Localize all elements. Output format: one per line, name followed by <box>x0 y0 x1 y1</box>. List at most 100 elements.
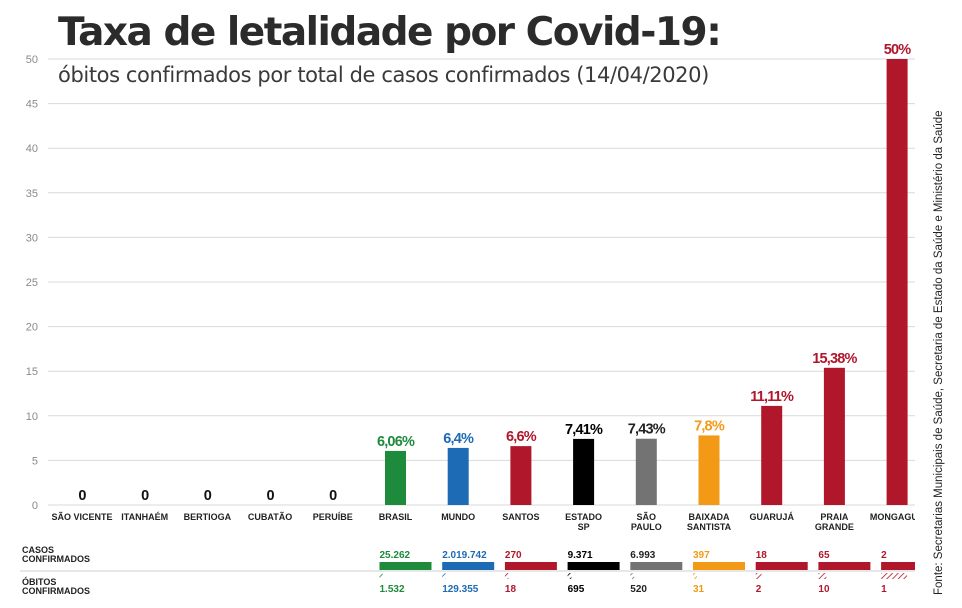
obitos-hatch <box>818 573 827 579</box>
value-label: 0 <box>78 488 86 504</box>
cases-table: CASOSCONFIRMADOSÓBITOSCONFIRMADOS25.2621… <box>20 545 915 596</box>
casos-box <box>881 562 915 570</box>
x-tick-label: SÃO VICENTE <box>51 512 112 522</box>
obitos-hatch <box>881 573 908 579</box>
casos-value: 65 <box>818 550 830 561</box>
bar <box>635 438 657 505</box>
value-labels: 0 0 0 0 0 6,06% 6,4% 6,6% 7,41% 7,43% 7,8% 11,11% 15… <box>78 42 912 504</box>
casos-box <box>630 562 683 570</box>
obitos-value: 18 <box>505 584 517 595</box>
value-label: 7,41% <box>565 422 603 438</box>
x-tick-label: MONGAGUÁ <box>870 512 915 522</box>
x-tick-label: SANTISTA <box>687 522 732 532</box>
casos-box <box>504 562 557 570</box>
obitos-value: 1 <box>881 584 887 595</box>
value-label: 7,43% <box>628 422 666 438</box>
x-tick-label: PAULO <box>631 522 662 532</box>
obitos-hatch <box>379 573 383 579</box>
obitos-hatch <box>442 573 446 579</box>
y-tick-label: 20 <box>26 322 38 334</box>
value-label: 0 <box>329 488 337 504</box>
casos-box <box>693 562 745 570</box>
obitos-value: 1.532 <box>380 584 405 595</box>
grid-lines <box>48 58 915 506</box>
obitos-hatch <box>567 573 572 579</box>
y-tick-label: 50 <box>26 54 38 66</box>
x-tick-label: GRANDE <box>815 522 854 532</box>
x-tick-label: SP <box>578 522 590 532</box>
x-tick-label: PERUÍBE <box>313 512 353 522</box>
x-tick-label: GUARUJÁ <box>749 512 794 522</box>
casos-value: 2 <box>881 550 887 561</box>
value-label: 0 <box>141 488 149 504</box>
x-tick-label: SANTOS <box>502 512 539 522</box>
casos-box <box>379 562 432 570</box>
source-note: Fonte: Secretarias Municipais de Saúde, … <box>933 110 945 595</box>
y-tick-label: 15 <box>26 366 38 378</box>
casos-box <box>567 562 620 570</box>
value-label: 6,4% <box>443 431 474 447</box>
y-tick-label: 25 <box>26 277 38 289</box>
casos-value: 25.262 <box>380 550 411 561</box>
obitos-hatch <box>693 573 698 579</box>
y-tick-label: 10 <box>26 411 38 423</box>
bar <box>823 367 845 505</box>
value-label: 11,11% <box>750 389 794 405</box>
obitos-value: 31 <box>693 584 705 595</box>
y-tick-label: 0 <box>32 500 38 512</box>
casos-value: 18 <box>756 550 768 561</box>
obitos-value: 695 <box>568 584 585 595</box>
obitos-row-label: CONFIRMADOS <box>22 586 90 596</box>
x-axis: SÃO VICENTE ITANHAÉM BERTIOGA CUBATÃO PERUÍB… <box>51 512 915 532</box>
value-label: 15,38% <box>812 351 857 367</box>
casos-row-label: CONFIRMADOS <box>22 554 90 564</box>
bar <box>698 435 720 505</box>
chart-title: Taxa de letalidade por Covid-19: <box>58 10 722 55</box>
bar <box>510 446 532 505</box>
casos-box <box>818 562 871 570</box>
chart-area: 0 5 10 15 20 25 30 35 40 45 50 0 0 0 0 0 6,06% 6,4% 6,6% 7… <box>20 42 915 596</box>
value-label: 7,8% <box>694 418 725 434</box>
bar <box>761 405 783 505</box>
casos-value: 397 <box>693 550 710 561</box>
obitos-hatch <box>504 573 509 579</box>
x-tick-label: BRASIL <box>379 512 413 522</box>
obitos-value: 520 <box>630 584 647 595</box>
chart-subtitle: óbitos confirmados por total de casos co… <box>58 63 709 87</box>
y-tick-label: 45 <box>26 99 38 111</box>
x-tick-label: SÃO <box>637 512 657 522</box>
obitos-hatch <box>755 573 762 579</box>
casos-box <box>755 562 808 570</box>
obitos-value: 2 <box>756 584 762 595</box>
obitos-row-label: ÓBITOS <box>22 576 56 587</box>
y-tick-label: 30 <box>26 232 38 244</box>
x-tick-label: CUBATÃO <box>248 512 292 522</box>
casos-value: 270 <box>505 550 522 561</box>
casos-row-label: CASOS <box>22 545 54 555</box>
x-tick-label: BERTIOGA <box>184 512 232 522</box>
obitos-value: 129.355 <box>442 584 479 595</box>
x-tick-label: ESTADO <box>565 512 602 522</box>
value-label: 0 <box>266 488 274 504</box>
value-label: 6,06% <box>377 434 415 450</box>
obitos-value: 10 <box>818 584 830 595</box>
bar <box>573 438 595 505</box>
y-tick-label: 40 <box>26 143 38 155</box>
casos-value: 6.993 <box>630 550 655 561</box>
x-tick-label: PRAIA <box>820 512 849 522</box>
casos-value: 9.371 <box>568 550 593 561</box>
bar <box>886 59 908 505</box>
value-label: 50% <box>884 42 912 58</box>
y-axis: 0 5 10 15 20 25 30 35 40 45 50 <box>26 54 38 512</box>
casos-box <box>442 562 495 570</box>
y-tick-label: 35 <box>26 188 38 200</box>
x-tick-label: ITANHAÉM <box>121 512 168 522</box>
value-label: 6,6% <box>506 429 537 445</box>
y-tick-label: 5 <box>32 455 38 467</box>
bars <box>385 59 908 505</box>
x-tick-label: BAIXADA <box>688 512 730 522</box>
bar <box>385 450 406 505</box>
x-tick-label: MUNDO <box>441 512 475 522</box>
casos-value: 2.019.742 <box>442 550 487 561</box>
obitos-hatch <box>630 573 635 579</box>
